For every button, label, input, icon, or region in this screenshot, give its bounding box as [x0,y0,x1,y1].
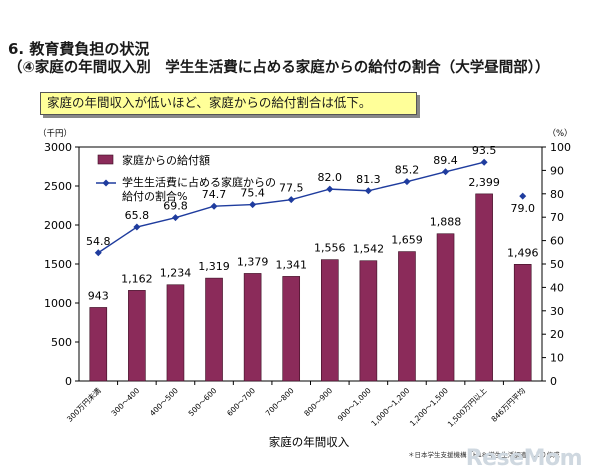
x-tick-label: 1,200〜1,500 [408,386,450,428]
bar-value-label: 1,556 [314,242,346,255]
left-tick-label: 2500 [44,180,72,193]
left-tick-label: 500 [51,336,72,349]
bar [282,276,301,382]
bar-value-label: 943 [88,289,109,302]
line-value-label: 54.8 [86,235,111,248]
legend-bar-label: 家庭からの給付額 [122,153,210,167]
bar [243,273,262,382]
right-tick-label: 100 [550,141,571,154]
x-tick-label: 800〜900 [302,386,334,418]
bar-value-label: 2,399 [468,176,500,189]
data-labels: 943 1,162 1,234 1,319 1,379 1,341 1,556 1,542 1,… [86,144,538,302]
line-point [210,202,218,210]
x-tick-label: 846万円平均 [489,385,527,423]
line-point [94,249,102,257]
line-value-label: 79.0 [510,202,535,215]
right-tick-label: 70 [550,211,564,224]
right-tick-label: 10 [550,352,564,365]
bar [398,251,416,382]
bar-value-label: 1,341 [275,258,307,271]
line-point [480,158,488,166]
line-point [171,214,179,222]
x-tick-label: 900〜1,000 [336,386,373,423]
line-value-label: 82.0 [318,171,343,184]
line-point [442,168,450,176]
legend-line-label-2: 給付の割合% [122,189,187,203]
bar-value-label: 1,234 [160,267,192,280]
line-point [249,201,257,209]
right-tick-label: 0 [550,375,557,388]
x-tick-label: 300〜400 [109,386,141,418]
left-tick-label: 2000 [44,219,72,232]
line-point [364,187,372,195]
bar-value-label: 1,888 [430,216,462,229]
bar-value-label: 1,162 [121,272,153,285]
bar-value-label: 1,319 [198,260,230,273]
legend-line-marker [102,179,110,187]
right-tick-label: 20 [550,328,564,341]
x-tick-label: 500〜600 [187,386,219,418]
x-tick-label: 1,500万円以上 [446,386,489,429]
right-tick-label: 80 [550,188,564,201]
right-tick-label: 90 [550,164,564,177]
legend-bar-swatch [97,154,114,165]
right-tick-label: 40 [550,281,564,294]
bar [89,307,108,382]
line-value-label: 65.8 [125,209,150,222]
left-tick-label: 3000 [44,141,72,154]
bar-value-label: 1,496 [507,246,539,259]
line-series [94,158,527,257]
left-axis-unit: （千円） [38,128,72,139]
bar-series [89,193,532,382]
right-tick-label: 60 [550,235,564,248]
line-value-label: 69.8 [163,200,188,213]
left-tick-label: 0 [65,375,72,388]
right-tick-label: 30 [550,305,564,318]
left-tick-label: 1500 [44,258,72,271]
right-tick-label: 50 [550,258,564,271]
bar [166,284,185,382]
bar-value-label: 1,659 [391,234,423,247]
bar [436,233,455,382]
line-point [287,196,295,204]
summary-callout: 家庭の年間収入が低いほど、家庭からの給付割合は低下。 [40,92,417,115]
line-value-label: 81.3 [356,173,381,186]
line-value-label: 74.7 [202,188,227,201]
bar [513,264,532,382]
line-value-label: 93.5 [472,144,497,157]
bar [128,290,146,382]
line-value-label: 75.4 [240,187,265,200]
site-watermark: ReseMom [465,446,583,471]
bar [475,193,493,382]
page-subtitle: （④家庭の年間収入別 学生生活費に占める家庭からの給付の割合（大学昼間部）） [8,60,550,76]
line-point [403,178,411,186]
bar [320,259,339,382]
bar [359,260,378,382]
bar-value-label: 1,542 [353,243,385,256]
x-tick-label: 300万円未満 [64,385,103,424]
legend-line-label-1: 学生生活費に占める家庭からの [122,175,276,189]
x-tick-label: 700〜800 [264,386,296,418]
line-point [326,185,334,193]
line-value-label: 77.5 [279,182,304,195]
left-tick-label: 1000 [44,297,72,310]
right-axis-unit: （%） [547,128,572,139]
x-axis-title: 家庭の年間収入 [269,435,350,449]
bar-value-label: 1,379 [237,255,269,268]
source-footnote: ＊日本学生支援機構「H18 学生生活調査」より作成 [408,451,560,459]
line-value-label: 89.4 [433,154,458,167]
line-point [133,223,141,231]
page-title: 6. 教育費負担の状況 [8,40,150,58]
line-point [519,192,527,200]
x-tick-label: 400〜500 [148,386,180,418]
x-tick-label: 600〜700 [225,386,257,418]
x-tick-label: 1,000〜1,200 [369,386,411,428]
bar [205,277,223,382]
line-value-label: 85.2 [395,164,420,177]
